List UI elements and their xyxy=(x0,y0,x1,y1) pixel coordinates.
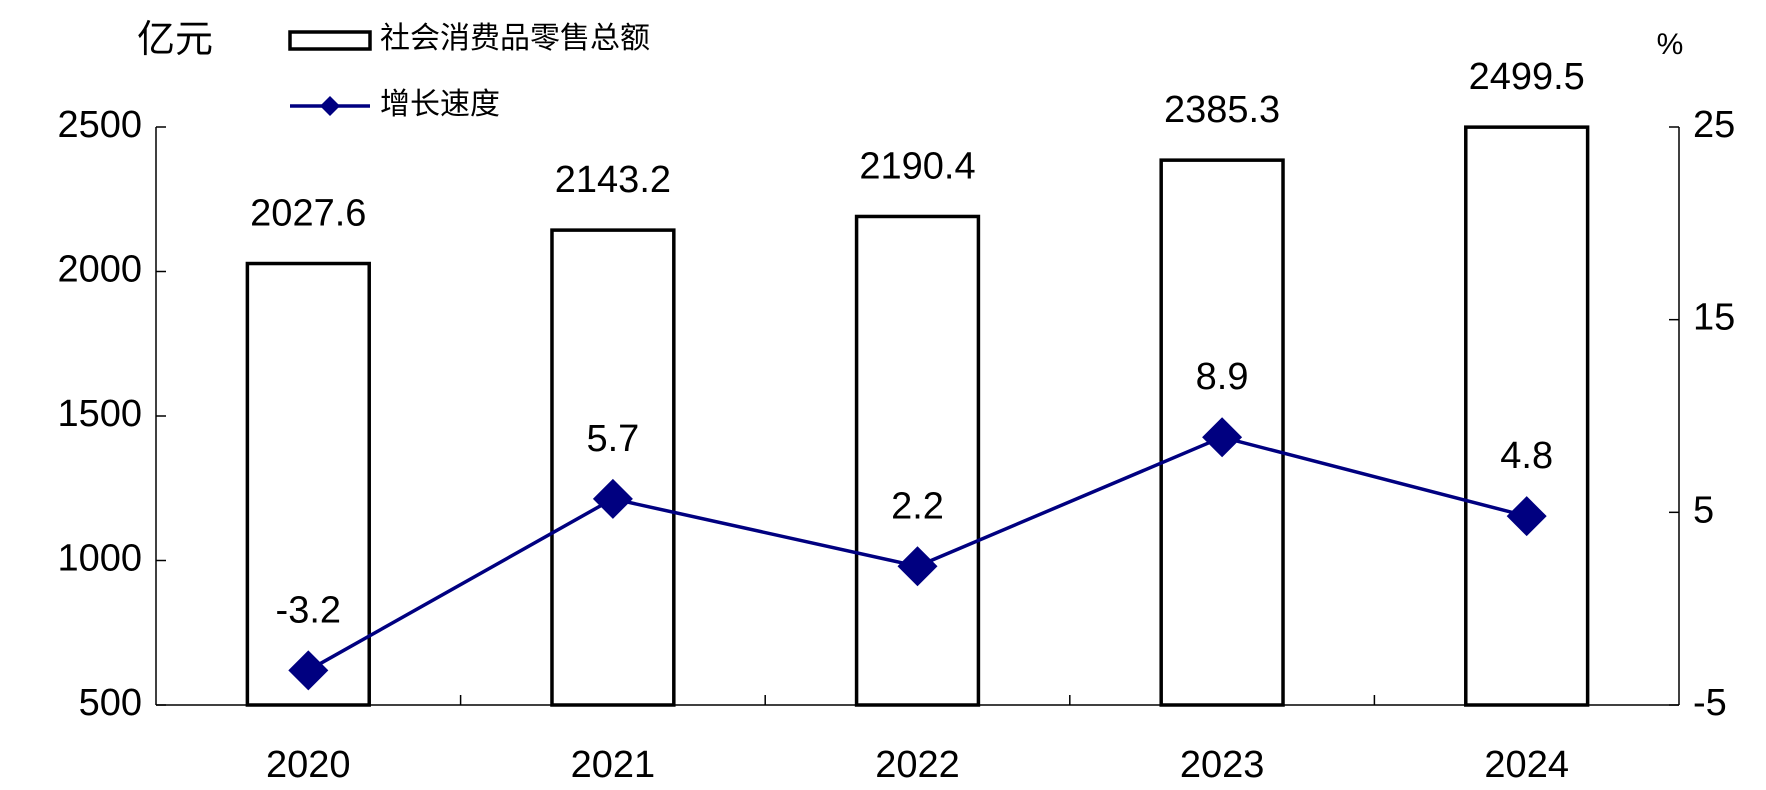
line-value-label: 5.7 xyxy=(586,418,639,460)
legend-label: 增长速度 xyxy=(380,88,500,121)
y2-tick-label: 25 xyxy=(1693,104,1735,146)
y2-tick-label: 15 xyxy=(1693,297,1735,339)
x-tick-label: 2022 xyxy=(875,744,960,786)
bar xyxy=(245,261,371,707)
y-tick-label: 2500 xyxy=(57,104,142,146)
bar-value-label: 2143.2 xyxy=(555,159,671,201)
bar-value-label: 2499.5 xyxy=(1469,56,1585,98)
x-tick-label: 2023 xyxy=(1180,744,1265,786)
y-tick-label: 1500 xyxy=(57,393,142,435)
bar xyxy=(1464,125,1590,707)
line-value-label: -3.2 xyxy=(276,589,341,631)
bar xyxy=(550,228,676,707)
y2-tick-label: 5 xyxy=(1693,489,1714,531)
bar xyxy=(854,214,981,707)
line-marker xyxy=(897,546,938,587)
legend-label: 社会消费品零售总额 xyxy=(380,22,650,55)
y-tick-label: 500 xyxy=(79,682,142,724)
bar-value-label: 2385.3 xyxy=(1164,89,1280,131)
y2-tick-label: -5 xyxy=(1693,682,1727,724)
legend-marker xyxy=(320,96,340,116)
line-marker xyxy=(592,478,633,519)
line-value-label: 2.2 xyxy=(891,485,944,527)
y-tick-label: 1000 xyxy=(57,538,142,580)
line-marker xyxy=(1506,496,1547,537)
y-tick-label: 2000 xyxy=(57,249,142,291)
x-tick-label: 2021 xyxy=(571,744,656,786)
line-value-label: 8.9 xyxy=(1196,356,1249,398)
bar-value-label: 2190.4 xyxy=(859,146,975,188)
line-marker xyxy=(288,650,329,691)
line-marker xyxy=(1202,417,1243,458)
bar-value-label: 2027.6 xyxy=(250,193,366,235)
x-tick-label: 2024 xyxy=(1484,744,1569,786)
x-tick-label: 2020 xyxy=(266,744,351,786)
y-axis-label: 亿元 xyxy=(137,19,213,61)
legend-swatch xyxy=(288,30,372,51)
y2-axis-label: % xyxy=(1657,28,1684,61)
line-value-label: 4.8 xyxy=(1500,435,1553,477)
